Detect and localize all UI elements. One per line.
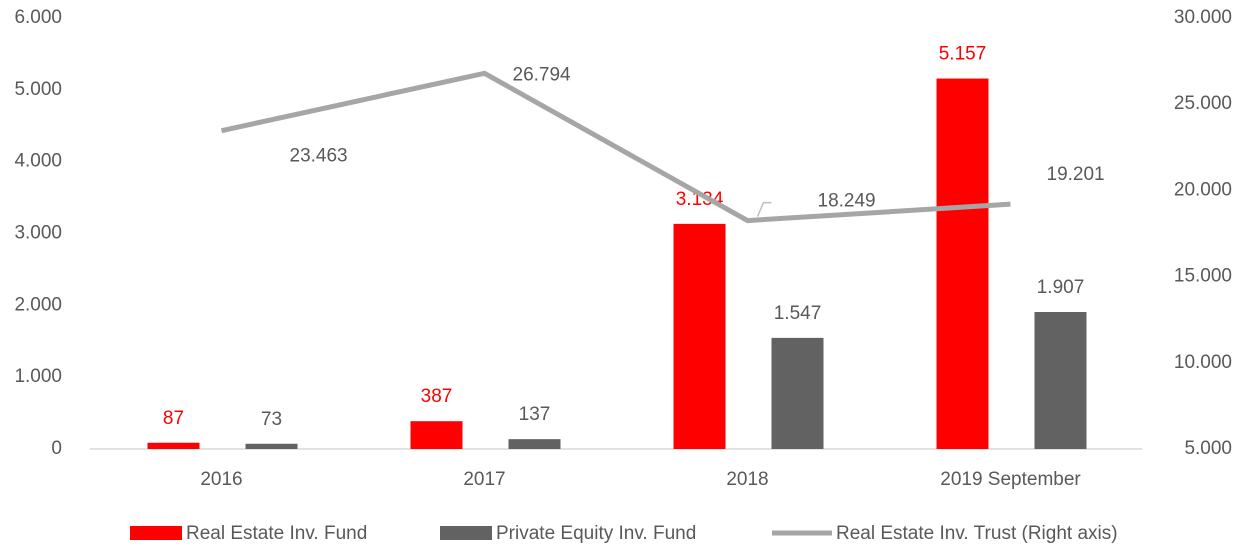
data-label: 26.794 xyxy=(513,64,572,85)
y-tick-label: 3.000 xyxy=(14,223,62,244)
y2-tick-label: 10.000 xyxy=(1174,352,1232,373)
data-label: 73 xyxy=(261,409,282,430)
data-label: 87 xyxy=(163,408,184,429)
legend-label: Real Estate Inv. Fund xyxy=(186,523,367,544)
y2-tick-label: 20.000 xyxy=(1174,179,1232,200)
data-label: 1.907 xyxy=(1037,277,1085,298)
legend-label: Real Estate Inv. Trust (Right axis) xyxy=(836,523,1118,544)
y-tick-label: 4.000 xyxy=(14,151,62,172)
y2-tick-label: 5.000 xyxy=(1184,438,1232,459)
y-tick-label: 0 xyxy=(51,438,62,459)
y2-tick-label: 15.000 xyxy=(1174,266,1232,287)
x-tick-label: 2017 xyxy=(463,469,505,490)
y2-tick-label: 30.000 xyxy=(1174,7,1232,28)
bar xyxy=(1034,312,1087,449)
data-label: 18.249 xyxy=(818,191,876,212)
y-tick-label: 1.000 xyxy=(14,366,62,387)
leader-line xyxy=(756,201,772,217)
legend-swatch xyxy=(130,526,182,540)
x-tick-label: 2018 xyxy=(726,469,768,490)
y-tick-label: 5.000 xyxy=(14,79,62,100)
bar xyxy=(147,442,200,449)
data-label: 5.157 xyxy=(939,44,987,65)
x-tick-label: 2019 September xyxy=(940,469,1081,490)
data-label: 387 xyxy=(421,386,453,407)
y-tick-label: 2.000 xyxy=(14,294,62,315)
data-label: 3.134 xyxy=(676,189,724,210)
bar xyxy=(936,78,989,450)
bar xyxy=(508,439,561,449)
y-tick-label: 6.000 xyxy=(14,7,62,28)
bar xyxy=(771,337,824,449)
x-tick-label: 2016 xyxy=(200,469,242,490)
bar xyxy=(673,223,726,449)
legend-swatch xyxy=(440,526,492,540)
data-label: 137 xyxy=(519,404,551,425)
data-label: 1.547 xyxy=(774,303,822,324)
y2-tick-label: 25.000 xyxy=(1174,93,1232,114)
data-label: 19.201 xyxy=(1047,164,1105,185)
bar xyxy=(410,421,463,449)
line xyxy=(220,70,1011,224)
bar xyxy=(245,443,298,449)
data-label: 23.463 xyxy=(290,146,348,167)
legend-label: Private Equity Inv. Fund xyxy=(496,523,696,544)
